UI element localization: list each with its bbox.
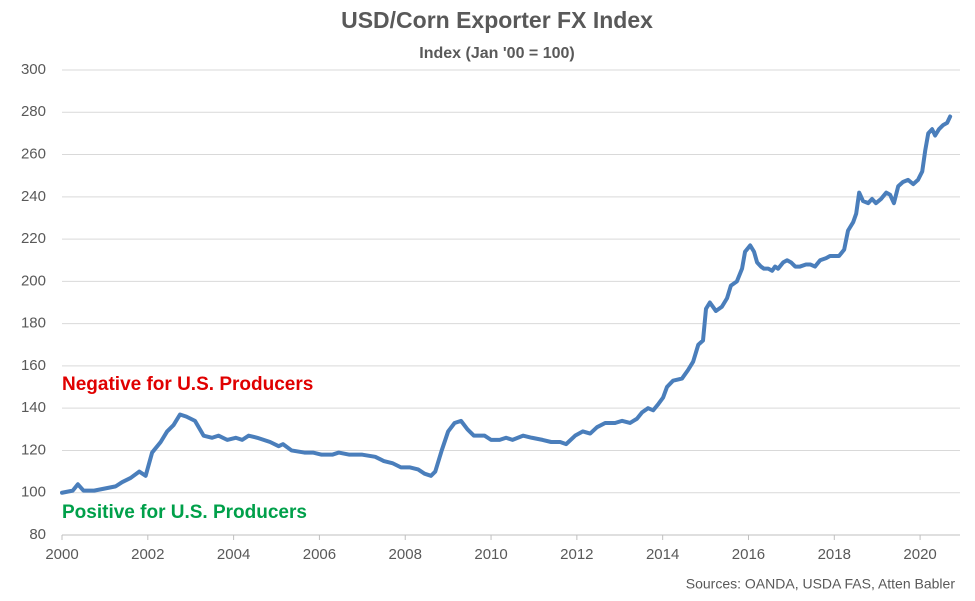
- y-tick-label: 140: [21, 399, 46, 416]
- y-tick-label: 300: [21, 61, 46, 78]
- x-tick-label: 2010: [474, 546, 507, 563]
- y-tick-label: 200: [21, 272, 46, 289]
- source: Sources: OANDA, USDA FAS, Atten Babler: [686, 576, 956, 592]
- x-tick-label: 2008: [389, 546, 422, 563]
- x-tick-label: 2000: [45, 546, 78, 563]
- y-tick-label: 220: [21, 230, 46, 247]
- annotation: Negative for U.S. Producers: [62, 374, 313, 395]
- x-tick-label: 2012: [560, 546, 593, 563]
- y-tick-label: 120: [21, 441, 46, 458]
- chart-title: USD/Corn Exporter FX Index: [341, 7, 653, 33]
- x-tick-label: 2018: [818, 546, 851, 563]
- x-tick-label: 2020: [903, 546, 936, 563]
- x-tick-label: 2002: [131, 546, 164, 563]
- x-tick-label: 2006: [303, 546, 336, 563]
- chart-subtitle: Index (Jan '00 = 100): [419, 45, 574, 62]
- x-tick-label: 2016: [732, 546, 765, 563]
- y-tick-label: 240: [21, 188, 46, 205]
- y-tick-label: 80: [29, 526, 46, 543]
- x-tick-label: 2014: [646, 546, 679, 563]
- x-tick-label: 2004: [217, 546, 250, 563]
- annotation: Positive for U.S. Producers: [62, 502, 307, 523]
- data-line: [60, 114, 953, 495]
- y-tick-label: 180: [21, 315, 46, 332]
- y-tick-label: 100: [21, 484, 46, 501]
- y-tick-label: 160: [21, 357, 46, 374]
- y-tick-label: 260: [21, 146, 46, 163]
- y-tick-label: 280: [21, 103, 46, 120]
